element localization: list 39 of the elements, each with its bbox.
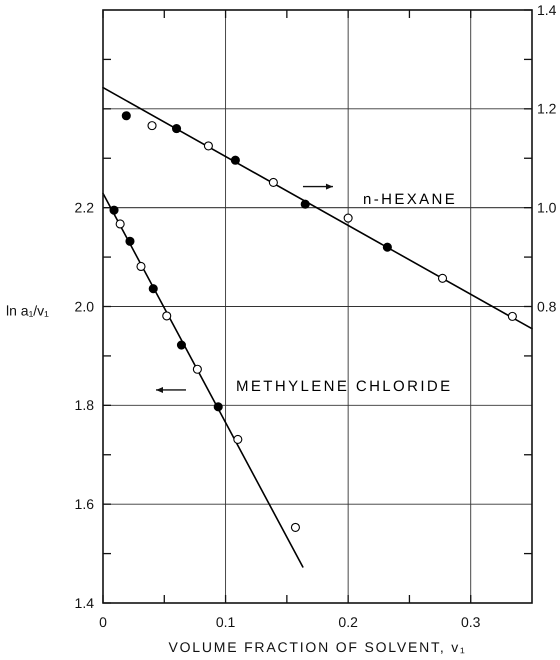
point (268, 178, 278, 188)
x-tick-label: 0 (99, 614, 108, 630)
point (344, 213, 353, 223)
point (116, 219, 125, 229)
point (233, 434, 242, 444)
y-tick-label: 2.0 (74, 298, 94, 314)
point (125, 236, 135, 246)
y-tick-label: 2.2 (74, 200, 94, 216)
point (230, 156, 240, 165)
y2-tick-label: 1.0 (537, 200, 557, 216)
point (214, 402, 223, 412)
y2-tick-label: 1.4 (537, 2, 557, 18)
y2-tick-label: 0.8 (537, 298, 557, 314)
point (122, 111, 131, 120)
point (162, 311, 172, 320)
x-tick-label: 0.1 (216, 614, 236, 630)
point (382, 242, 392, 252)
point (204, 141, 213, 150)
y2-tick-label: 1.2 (537, 100, 557, 117)
x-tick-label: 0.2 (338, 614, 358, 630)
point (172, 124, 182, 134)
point (508, 312, 517, 321)
y-tick-label: 1.4 (74, 594, 94, 611)
y-tick-label: 1.6 (74, 496, 94, 512)
point (176, 340, 186, 350)
point (136, 262, 146, 272)
point (438, 274, 448, 283)
x-tick-label: 0.3 (460, 614, 481, 630)
point (192, 364, 202, 374)
point (300, 200, 310, 209)
series-label: METHYLENE CHLORIDE (236, 378, 453, 396)
point (148, 284, 158, 294)
series-label: n-HEXANE (362, 190, 458, 208)
point (290, 522, 300, 532)
y-tick-label: 1.8 (74, 397, 94, 414)
point (109, 206, 119, 215)
x-axis-title: VOLUME FRACTION OF SOLVENT, v₁ (168, 639, 467, 655)
y-axis-title: ln a₁/v₁ (6, 302, 50, 318)
point (147, 121, 157, 130)
